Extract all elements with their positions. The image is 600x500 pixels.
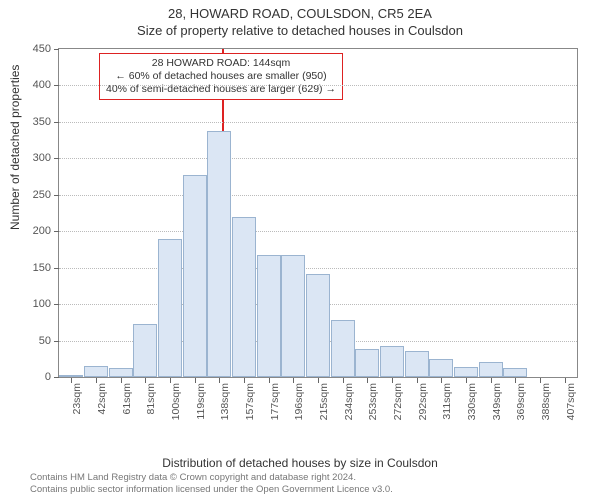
y-tick-label: 250	[15, 189, 51, 201]
y-tick-label: 350	[15, 116, 51, 128]
x-tick-label: 330sqm	[466, 383, 478, 433]
plot-area: 28 HOWARD ROAD: 144sqm ← 60% of detached…	[58, 48, 578, 428]
annotation-line-2: ← 60% of detached houses are smaller (95…	[106, 70, 336, 83]
gridline	[59, 158, 577, 159]
gridline	[59, 268, 577, 269]
histogram-bar	[183, 175, 207, 377]
y-tick-mark	[54, 268, 59, 269]
y-tick-mark	[54, 122, 59, 123]
x-tick-label: 196sqm	[293, 383, 305, 433]
x-tick-label: 81sqm	[145, 383, 157, 433]
histogram-bar	[257, 255, 281, 377]
x-tick-label: 349sqm	[491, 383, 503, 433]
x-tick-label: 388sqm	[540, 383, 552, 433]
histogram-bar	[59, 375, 83, 377]
x-tick-label: 234sqm	[343, 383, 355, 433]
y-tick-label: 400	[15, 79, 51, 91]
y-tick-mark	[54, 231, 59, 232]
gridline	[59, 122, 577, 123]
x-tick-label: 23sqm	[71, 383, 83, 433]
histogram-bar	[109, 368, 133, 377]
histogram-bar	[429, 359, 453, 377]
histogram-bar	[454, 367, 478, 377]
x-tick-label: 253sqm	[367, 383, 379, 433]
x-tick-label: 407sqm	[565, 383, 577, 433]
histogram-bar	[207, 131, 231, 377]
y-tick-mark	[54, 304, 59, 305]
x-tick-label: 100sqm	[170, 383, 182, 433]
y-tick-label: 0	[15, 371, 51, 383]
histogram-bar	[380, 346, 404, 377]
y-tick-label: 50	[15, 335, 51, 347]
y-tick-mark	[54, 341, 59, 342]
y-tick-label: 100	[15, 298, 51, 310]
x-tick-label: 177sqm	[269, 383, 281, 433]
y-tick-mark	[54, 195, 59, 196]
footer-line-1: Contains HM Land Registry data © Crown c…	[30, 472, 393, 484]
x-tick-label: 272sqm	[392, 383, 404, 433]
y-tick-mark	[54, 377, 59, 378]
gridline	[59, 195, 577, 196]
x-tick-label: 119sqm	[195, 383, 207, 433]
x-tick-label: 42sqm	[96, 383, 108, 433]
y-tick-mark	[54, 49, 59, 50]
histogram-bar	[503, 368, 527, 377]
footer-block: Contains HM Land Registry data © Crown c…	[30, 472, 393, 496]
histogram-bar	[479, 362, 503, 377]
histogram-bar	[133, 324, 157, 377]
gridline	[59, 85, 577, 86]
footer-line-2: Contains public sector information licen…	[30, 484, 393, 496]
y-tick-label: 450	[15, 43, 51, 55]
histogram-bar	[158, 239, 182, 377]
annotation-box: 28 HOWARD ROAD: 144sqm ← 60% of detached…	[99, 53, 343, 100]
histogram-bar	[232, 217, 256, 377]
title-line-2: Size of property relative to detached ho…	[0, 23, 600, 38]
y-tick-mark	[54, 85, 59, 86]
histogram-bar	[84, 366, 108, 377]
y-tick-label: 200	[15, 225, 51, 237]
x-axis-label: Distribution of detached houses by size …	[0, 456, 600, 470]
x-tick-label: 215sqm	[318, 383, 330, 433]
y-tick-label: 150	[15, 262, 51, 274]
histogram-bar	[281, 255, 305, 377]
y-tick-label: 300	[15, 152, 51, 164]
title-line-1: 28, HOWARD ROAD, COULSDON, CR5 2EA	[0, 6, 600, 21]
gridline	[59, 231, 577, 232]
x-tick-label: 369sqm	[515, 383, 527, 433]
chart-title-block: 28, HOWARD ROAD, COULSDON, CR5 2EA Size …	[0, 0, 600, 38]
annotation-line-1: 28 HOWARD ROAD: 144sqm	[106, 57, 336, 70]
histogram-bar	[405, 351, 429, 377]
y-tick-mark	[54, 158, 59, 159]
histogram-bar	[355, 349, 379, 377]
histogram-bar	[306, 274, 330, 378]
x-tick-label: 138sqm	[219, 383, 231, 433]
x-tick-label: 61sqm	[121, 383, 133, 433]
x-tick-label: 157sqm	[244, 383, 256, 433]
histogram-bar	[331, 320, 355, 377]
chart-inner: 28 HOWARD ROAD: 144sqm ← 60% of detached…	[58, 48, 578, 378]
x-tick-label: 292sqm	[417, 383, 429, 433]
x-tick-label: 311sqm	[441, 383, 453, 433]
